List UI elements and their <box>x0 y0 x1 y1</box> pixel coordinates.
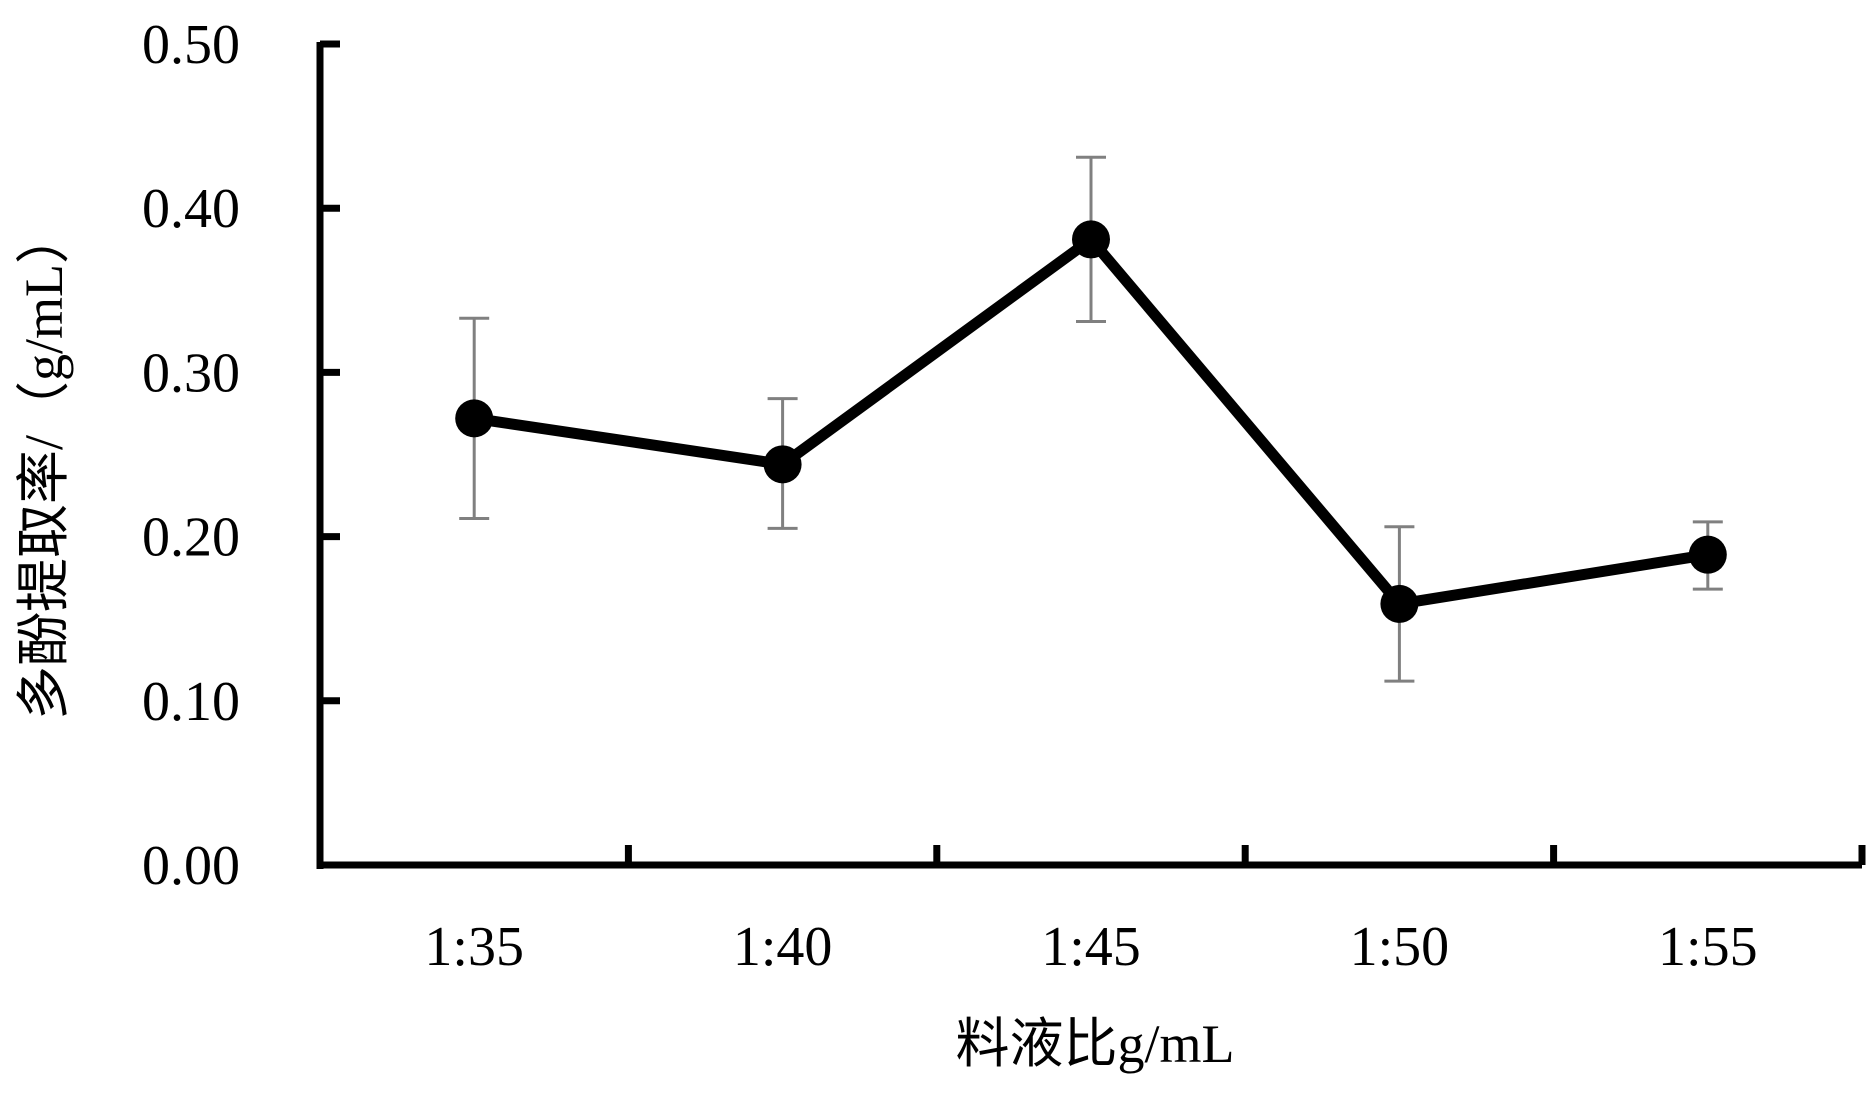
x-tick-label: 1:40 <box>733 916 833 978</box>
x-tick-label: 1:50 <box>1350 916 1450 978</box>
y-tick-label: 0.50 <box>142 14 240 76</box>
y-ticks: 0.00 0.10 0.20 0.30 0.40 0.50 <box>142 14 340 897</box>
y-tick-label: 0.20 <box>142 507 240 569</box>
y-tick-label: 0.10 <box>142 671 240 733</box>
x-ticks: 1:35 1:40 1:45 1:50 1:55 <box>424 845 1866 978</box>
x-tick-label: 1:45 <box>1041 916 1141 978</box>
y-tick-label: 0.30 <box>142 342 240 404</box>
axes <box>316 42 1862 869</box>
y-tick-label: 0.40 <box>142 178 240 240</box>
data-point <box>763 445 802 484</box>
x-tick-label: 1:55 <box>1658 916 1758 978</box>
y-tick-label: 0.00 <box>142 835 240 897</box>
data-point <box>455 399 494 438</box>
data-point <box>1072 220 1110 259</box>
data-point <box>1688 535 1727 574</box>
data-point <box>1380 584 1419 623</box>
series <box>455 220 1727 623</box>
y-axis-title: 多酚提取率/（g/mL） <box>14 210 74 720</box>
x-axis-title: 料液比g/mL <box>956 1014 1235 1074</box>
x-tick-label: 1:35 <box>424 916 524 978</box>
